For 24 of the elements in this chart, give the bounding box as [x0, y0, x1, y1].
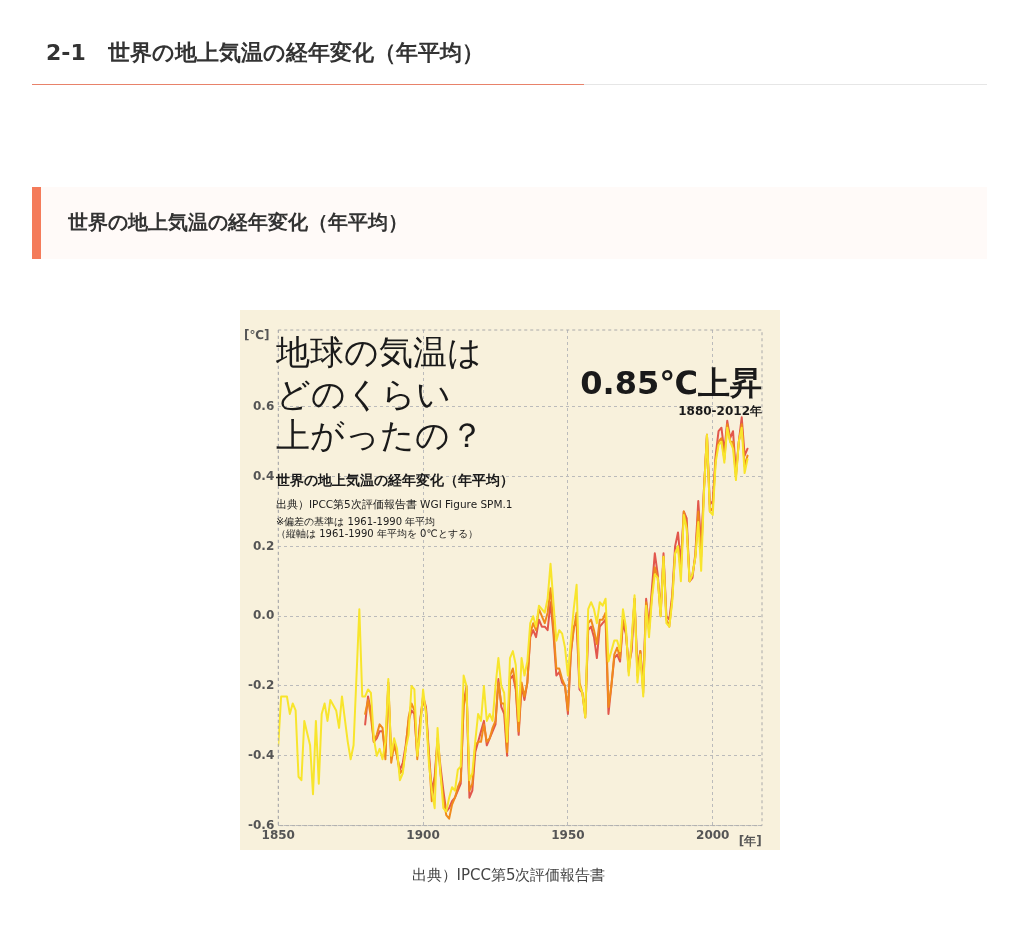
annotation: ※偏差の基準は 1961-1990 年平均	[276, 515, 436, 527]
y-tick-label: -0.4	[247, 747, 275, 762]
source-note: 出典）IPCC第5次評価報告書	[410, 866, 607, 885]
annotation: 世界の地上気温の経年変化（年平均）	[275, 471, 514, 488]
annotation: どのくらい	[276, 373, 451, 414]
annotation: 出典）IPCC第5次評価報告書 WGI Figure SPM.1	[276, 497, 513, 510]
annotation: 1880-2012年	[678, 404, 762, 419]
x-tick-label: 2000	[696, 827, 730, 842]
x-axis-title: [年]	[738, 833, 762, 848]
y-tick-label: 0.0	[252, 608, 275, 623]
y-tick-label: 0.6	[252, 398, 275, 413]
x-tick-label: 1950	[551, 827, 585, 842]
chart-subtitle: 世界の地上気温の経年変化（年平均）	[68, 209, 408, 236]
y-tick-label: -0.2	[247, 678, 275, 693]
chart-title: 2-1 世界の地上気温の経年変化（年平均）	[46, 39, 484, 67]
annotation: 0.85℃上昇	[580, 364, 762, 403]
x-tick-label: 1900	[406, 827, 440, 842]
y-tick-label: 0.4	[252, 468, 275, 483]
annotation: 地球の気温は	[275, 331, 482, 372]
annotation: （縦軸は 1961-1990 年平均を 0℃とする）	[276, 527, 478, 539]
y-axis-title: [℃]	[244, 328, 270, 343]
x-tick-label: 1850	[261, 827, 295, 842]
annotation: 上がったの？	[276, 414, 484, 455]
y-tick-label: 0.2	[252, 538, 275, 553]
